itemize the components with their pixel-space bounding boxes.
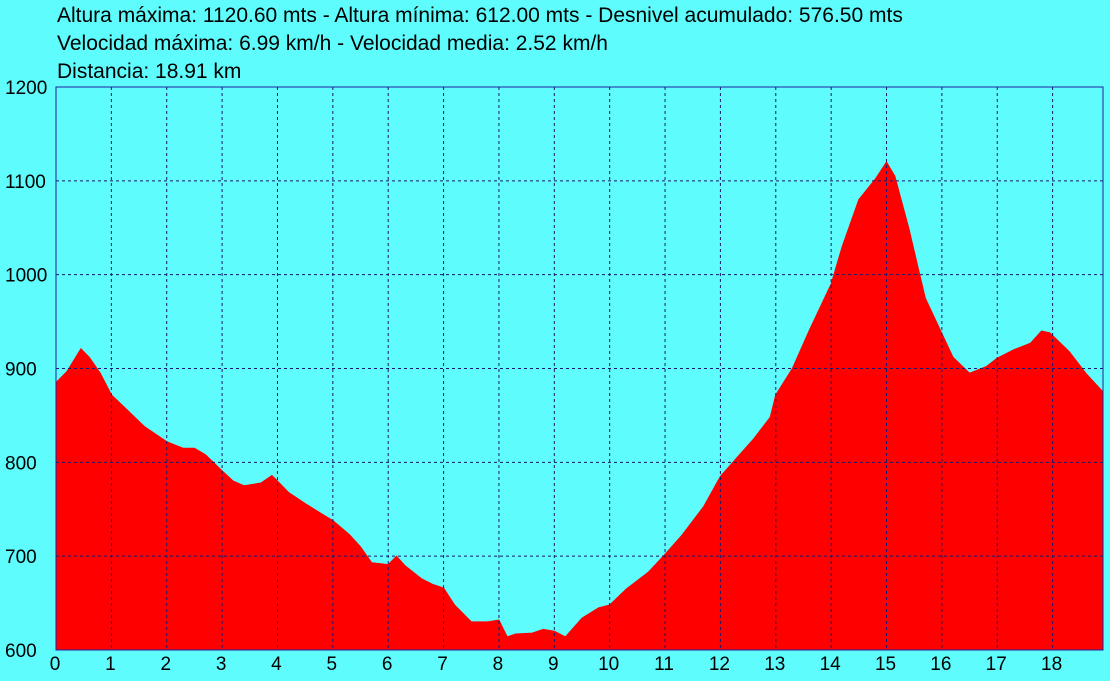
x-tick-label: 7: [437, 654, 448, 675]
x-tick-label: 3: [216, 654, 227, 675]
x-tick-label: 17: [986, 654, 1007, 675]
x-tick-label: 14: [820, 654, 842, 675]
y-tick-label: 1100: [5, 172, 46, 193]
x-tick-label: 0: [50, 654, 61, 675]
x-tick-label: 18: [1041, 654, 1062, 675]
stats-line-distance: Distancia: 18.91 km: [57, 60, 241, 83]
y-tick-label: 900: [5, 360, 37, 381]
x-tick-label: 2: [160, 654, 171, 675]
x-tick-label: 8: [493, 654, 504, 675]
x-tick-label: 4: [271, 654, 282, 675]
x-tick-label: 10: [598, 654, 619, 675]
y-tick-label: 800: [5, 453, 37, 474]
plot-area: 0 1 2 3 4 5 6 7 8 9 10 11 12 13 14 15 16 17 18600700800900…: [5, 78, 1104, 675]
elevation-area: [55, 161, 1104, 651]
stats-line-speed: Velocidad máxima: 6.99 km/h - Velocidad …: [57, 32, 608, 55]
x-tick-label: 6: [382, 654, 393, 675]
stats-line-altitude: Altura máxima: 1120.60 mts - Altura míni…: [57, 4, 903, 27]
x-tick-label: 11: [654, 654, 674, 675]
x-tick-label: 5: [327, 654, 338, 675]
x-tick-label: 12: [709, 654, 730, 675]
x-tick-label: 16: [930, 654, 951, 675]
x-tick-label: 15: [875, 654, 896, 675]
y-tick-label: 600: [5, 641, 37, 662]
plot-frame: [55, 86, 1104, 651]
x-tick-label: 9: [548, 654, 559, 675]
x-tick-label: 13: [764, 654, 785, 675]
x-tick-label: 1: [105, 654, 116, 675]
y-tick-label: 700: [5, 547, 37, 568]
y-tick-label: 1000: [5, 266, 47, 287]
y-tick-label: 1200: [5, 78, 47, 99]
